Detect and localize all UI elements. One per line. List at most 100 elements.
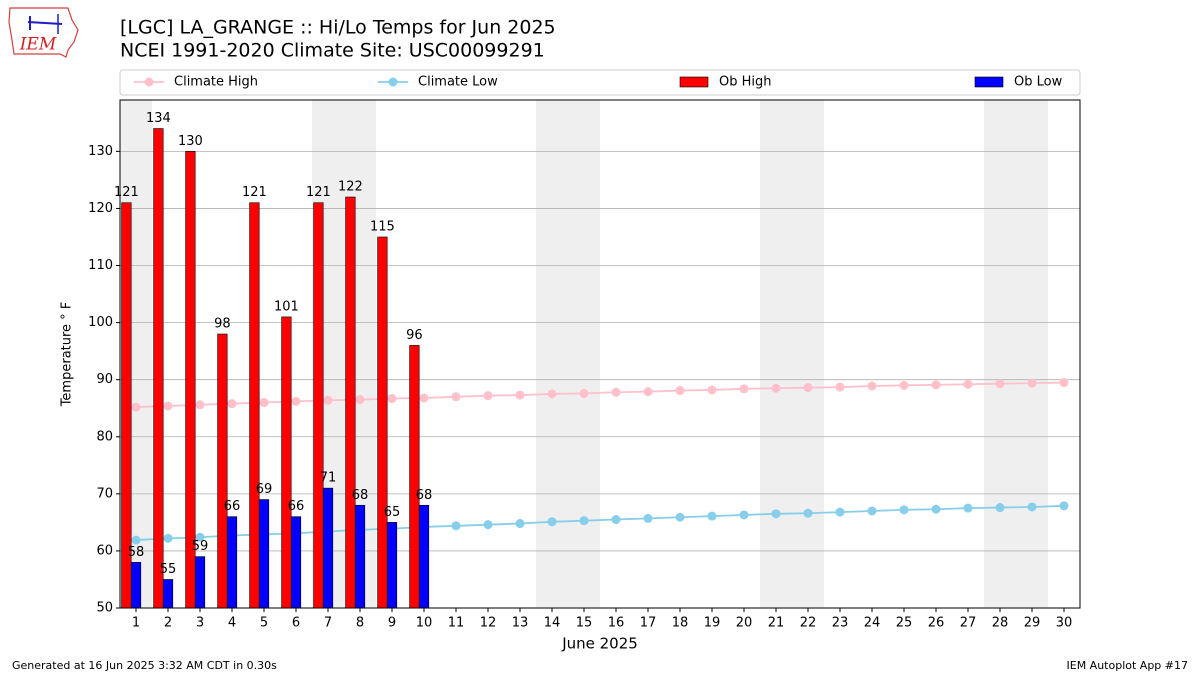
weekend-shade xyxy=(568,100,600,608)
x-tick-label: 8 xyxy=(356,616,364,631)
legend-marker xyxy=(144,77,154,87)
point xyxy=(1059,501,1069,511)
x-tick-label: 5 xyxy=(260,616,268,631)
data-label: 101 xyxy=(274,299,299,314)
data-label: 130 xyxy=(178,134,203,149)
point xyxy=(515,390,525,400)
y-tick-label: 100 xyxy=(88,315,113,330)
x-tick-label: 6 xyxy=(292,616,300,631)
point xyxy=(547,517,557,527)
x-tick-label: 19 xyxy=(704,616,721,631)
x-tick-label: 29 xyxy=(1024,616,1041,631)
data-label: 121 xyxy=(114,185,139,200)
data-label: 55 xyxy=(160,562,177,577)
x-tick-label: 14 xyxy=(544,616,561,631)
bar xyxy=(377,236,388,609)
data-label: 98 xyxy=(214,317,231,332)
bar xyxy=(130,562,142,609)
weekend-shade xyxy=(792,100,824,608)
x-tick-label: 10 xyxy=(416,616,433,631)
point xyxy=(131,535,141,545)
point xyxy=(1027,378,1037,388)
point xyxy=(259,398,269,408)
x-tick-label: 22 xyxy=(800,616,817,631)
legend-box xyxy=(119,69,1081,96)
weekend-shade xyxy=(536,100,568,608)
x-tick-label: 3 xyxy=(196,616,204,631)
bar xyxy=(281,316,292,609)
x-tick-label: 28 xyxy=(992,616,1009,631)
x-tick-label: 20 xyxy=(736,616,753,631)
x-tick-label: 2 xyxy=(164,616,172,631)
point xyxy=(675,512,685,522)
bar xyxy=(354,504,366,609)
y-tick-label: 130 xyxy=(88,144,113,159)
chart-subtitle: NCEI 1991-2020 Climate Site: USC00099291 xyxy=(120,40,545,62)
y-axis-label: Temperature ° F xyxy=(60,302,75,408)
point xyxy=(611,387,621,397)
data-label: 66 xyxy=(224,499,241,514)
footer-right: IEM Autoplot App #17 xyxy=(1067,659,1189,672)
bar xyxy=(418,504,430,609)
footer-left: Generated at 16 Jun 2025 3:32 AM CDT in … xyxy=(12,659,277,672)
bar xyxy=(153,128,164,609)
y-tick-label: 120 xyxy=(88,201,113,216)
bar xyxy=(313,202,324,609)
y-tick-label: 70 xyxy=(96,486,113,501)
data-label: 68 xyxy=(352,488,369,503)
x-tick-label: 4 xyxy=(228,616,236,631)
point xyxy=(995,379,1005,389)
data-label: 71 xyxy=(320,471,337,486)
point xyxy=(163,401,173,411)
point xyxy=(707,511,717,521)
point xyxy=(515,519,525,529)
x-tick-label: 26 xyxy=(928,616,945,631)
bar xyxy=(217,333,228,609)
data-label: 96 xyxy=(406,328,423,343)
point xyxy=(195,532,205,542)
data-label: 122 xyxy=(338,180,363,195)
bar xyxy=(249,202,260,609)
y-tick-label: 50 xyxy=(96,601,113,616)
logo: IEM xyxy=(8,7,79,58)
point xyxy=(1059,378,1069,388)
x-tick-label: 7 xyxy=(324,616,332,631)
point xyxy=(963,503,973,513)
x-tick-label: 27 xyxy=(960,616,977,631)
point xyxy=(451,392,461,402)
legend-label: Climate High xyxy=(174,75,258,90)
x-tick-label: 24 xyxy=(864,616,881,631)
point xyxy=(1027,502,1037,512)
point xyxy=(867,381,877,391)
y-tick-label: 60 xyxy=(96,543,113,558)
point xyxy=(195,400,205,410)
x-tick-label: 1 xyxy=(132,616,140,631)
point xyxy=(387,394,397,404)
point xyxy=(675,386,685,396)
y-tick-label: 80 xyxy=(96,429,113,444)
bar xyxy=(345,196,356,609)
legend-swatch xyxy=(974,76,1004,88)
point xyxy=(163,533,173,543)
point xyxy=(579,388,589,398)
x-tick-label: 13 xyxy=(512,616,529,631)
x-tick-label: 12 xyxy=(480,616,497,631)
logo-text: IEM xyxy=(19,35,57,55)
chart-title: [LGC] LA_GRANGE :: Hi/Lo Temps for Jun 2… xyxy=(120,17,556,39)
point xyxy=(835,382,845,392)
point xyxy=(483,520,493,530)
data-label: 115 xyxy=(370,219,395,234)
point xyxy=(547,389,557,399)
point xyxy=(867,506,877,516)
data-label: 65 xyxy=(384,505,401,520)
bar xyxy=(258,499,270,609)
x-tick-label: 25 xyxy=(896,616,913,631)
point xyxy=(323,395,333,405)
bar xyxy=(162,579,174,609)
point xyxy=(227,399,237,409)
bar xyxy=(226,516,238,609)
legend-label: Ob High xyxy=(719,75,772,90)
point xyxy=(803,508,813,518)
legend-swatch xyxy=(679,76,709,88)
